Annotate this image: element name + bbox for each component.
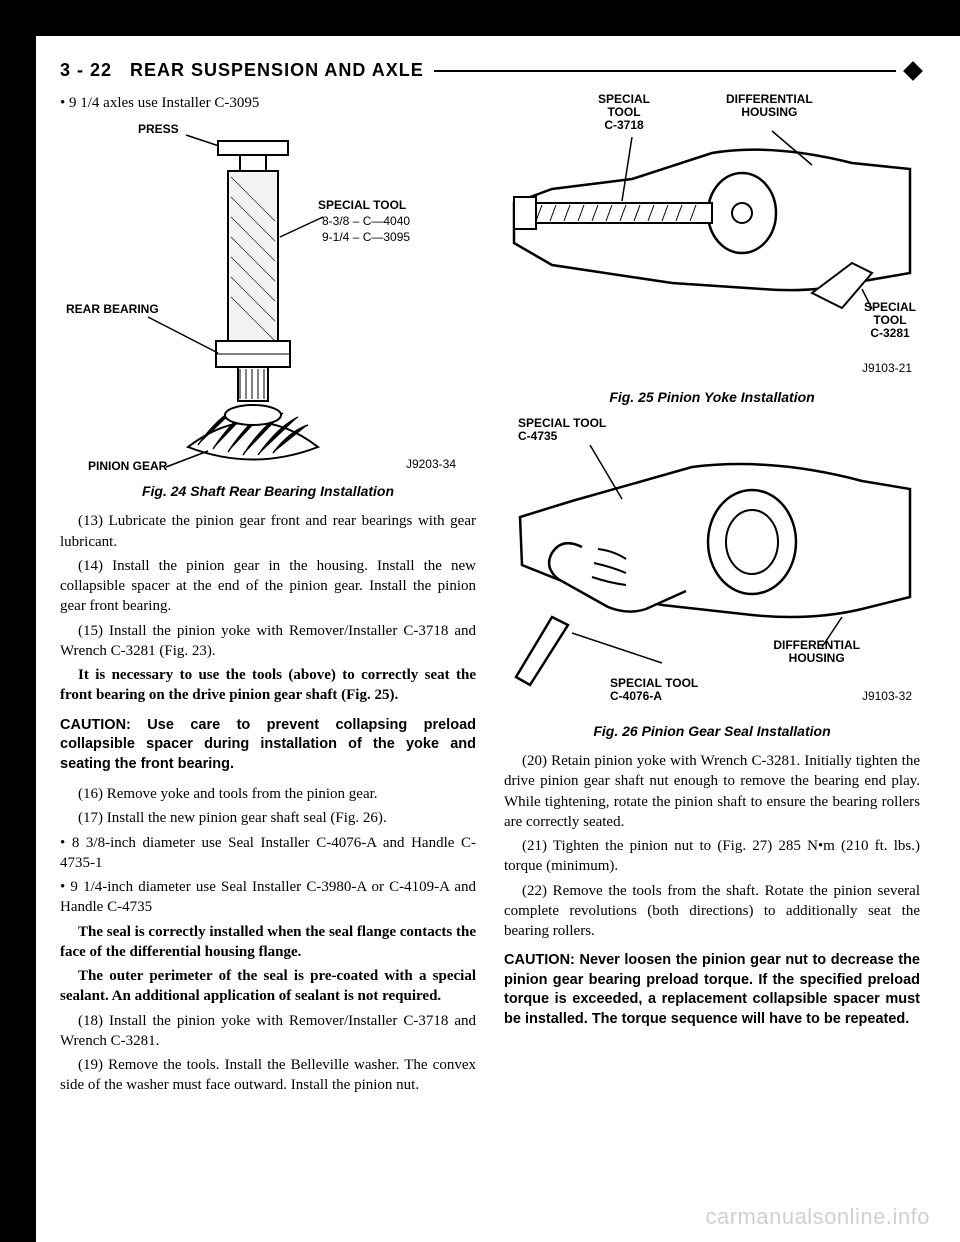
fig25-code: J9103-21	[862, 361, 912, 375]
para-seal-a: The seal is correctly installed when the…	[60, 922, 476, 963]
para-22: (22) Remove the tools from the shaft. Ro…	[504, 881, 920, 942]
label-tool1: 8-3/8 – C—4040	[322, 215, 410, 228]
top-black-bar	[0, 0, 960, 36]
label-press: PRESS	[138, 123, 179, 136]
figure-25: SPECIAL TOOL C-3718 DIFFERENTIAL HOUSING…	[504, 93, 920, 383]
label-25-tool: SPECIAL TOOL C-3718	[598, 93, 650, 133]
figure-26-svg	[504, 417, 920, 717]
bullet-axle: • 9 1/4 axles use Installer C-3095	[60, 93, 476, 113]
label-26-tool2: SPECIAL TOOL C-4076-A	[610, 677, 698, 703]
watermark: carmanualsonline.info	[705, 1204, 930, 1230]
diamond-icon	[903, 61, 923, 81]
para-19: (19) Remove the tools. Install the Belle…	[60, 1055, 476, 1096]
para-20: (20) Retain pinion yoke with Wrench C-32…	[504, 751, 920, 832]
page-header: 3 - 22 REAR SUSPENSION AND AXLE	[60, 60, 920, 81]
para-15b: It is necessary to use the tools (above)…	[60, 665, 476, 706]
label-25-tool2: SPECIAL TOOL C-3281	[864, 301, 916, 341]
label-26-tool: SPECIAL TOOL C-4735	[518, 417, 606, 443]
para-21: (21) Tighten the pinion nut to (Fig. 27)…	[504, 836, 920, 877]
para-18: (18) Install the pinion yoke with Remove…	[60, 1011, 476, 1052]
label-tool2: 9-1/4 – C—3095	[322, 231, 410, 244]
caution-1: CAUTION: Use care to prevent collapsing …	[60, 716, 476, 775]
left-black-bar	[0, 0, 36, 1242]
fig25-caption: Fig. 25 Pinion Yoke Installation	[504, 389, 920, 405]
para-15: (15) Install the pinion yoke with Remove…	[60, 621, 476, 662]
bullet-2: • 8 3/8-inch diameter use Seal Installer…	[60, 833, 476, 874]
para-16: (16) Remove yoke and tools from the pini…	[60, 784, 476, 804]
header-rule	[434, 70, 896, 72]
two-column-layout: • 9 1/4 axles use Installer C-3095	[60, 93, 920, 1100]
label-25-housing: DIFFERENTIAL HOUSING	[726, 93, 813, 119]
page-number: 3 - 22	[60, 60, 112, 81]
label-special-tool: SPECIAL TOOL	[318, 199, 406, 212]
right-column: SPECIAL TOOL C-3718 DIFFERENTIAL HOUSING…	[504, 93, 920, 1100]
figure-25-svg	[504, 93, 920, 383]
fig26-caption: Fig. 26 Pinion Gear Seal Installation	[504, 723, 920, 739]
bullet-3: • 9 1/4-inch diameter use Seal Installer…	[60, 877, 476, 918]
left-column: • 9 1/4 axles use Installer C-3095	[60, 93, 476, 1100]
label-26-housing: DIFFERENTIAL HOUSING	[773, 639, 860, 665]
figure-24: PRESS SPECIAL TOOL 8-3/8 – C—4040 9-1/4 …	[60, 117, 476, 477]
para-seal-b: The outer perimeter of the seal is pre-c…	[60, 966, 476, 1007]
figure-26: SPECIAL TOOL C-4735 DIFFERENTIAL HOUSING…	[504, 417, 920, 717]
fig24-code: J9203-34	[406, 457, 456, 471]
para-17: (17) Install the new pinion gear shaft s…	[60, 808, 476, 828]
page-content: 3 - 22 REAR SUSPENSION AND AXLE • 9 1/4 …	[60, 60, 920, 1202]
figure-24-svg	[60, 117, 476, 477]
caution-2: CAUTION: Never loosen the pinion gear nu…	[504, 951, 920, 1029]
fig24-caption: Fig. 24 Shaft Rear Bearing Installation	[60, 483, 476, 499]
para-13: (13) Lubricate the pinion gear front and…	[60, 511, 476, 552]
para-14: (14) Install the pinion gear in the hous…	[60, 556, 476, 617]
label-rear-bearing: REAR BEARING	[66, 303, 159, 316]
label-pinion-gear: PINION GEAR	[88, 460, 167, 473]
section-title: REAR SUSPENSION AND AXLE	[130, 60, 424, 81]
fig26-code: J9103-32	[862, 689, 912, 703]
